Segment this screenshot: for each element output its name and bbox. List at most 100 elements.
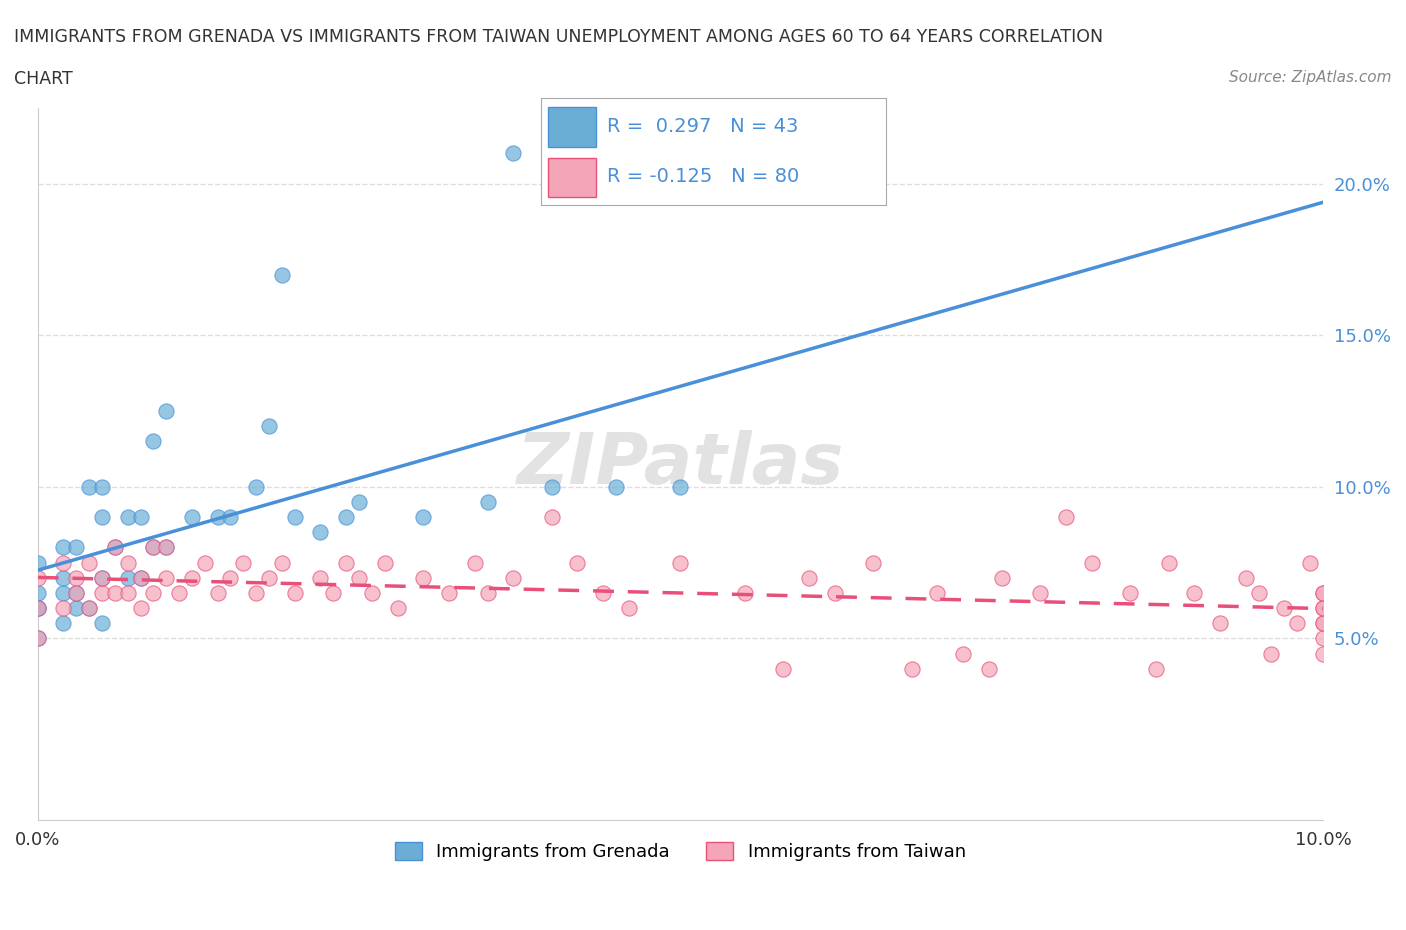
Point <box>284 586 307 601</box>
Point <box>52 616 75 631</box>
Point <box>77 555 100 570</box>
Point <box>155 570 177 585</box>
Point <box>104 540 127 555</box>
Point <box>142 434 165 449</box>
Point <box>1272 601 1295 616</box>
Point <box>52 601 75 616</box>
Point <box>232 555 254 570</box>
Point <box>1260 646 1282 661</box>
Point <box>65 586 87 601</box>
Point <box>65 586 87 601</box>
Point <box>1312 601 1334 616</box>
Point <box>412 570 434 585</box>
Point <box>567 555 589 570</box>
Point <box>129 510 152 525</box>
Point <box>117 570 139 585</box>
Point <box>309 525 332 539</box>
Point <box>347 495 370 510</box>
Point <box>477 586 499 601</box>
Point <box>990 570 1012 585</box>
Point <box>1299 555 1322 570</box>
Point <box>412 510 434 525</box>
Text: ZIPatlas: ZIPatlas <box>516 430 844 498</box>
Text: CHART: CHART <box>14 70 73 87</box>
Point <box>617 601 640 616</box>
Point <box>52 555 75 570</box>
Point <box>155 540 177 555</box>
Point <box>155 404 177 418</box>
Point <box>91 570 114 585</box>
Point <box>309 570 332 585</box>
Point <box>91 616 114 631</box>
Point <box>65 601 87 616</box>
Point <box>91 510 114 525</box>
Point <box>977 661 1000 676</box>
Point <box>77 601 100 616</box>
Point <box>734 586 756 601</box>
Point <box>1286 616 1309 631</box>
Point <box>1312 616 1334 631</box>
Point <box>669 555 692 570</box>
Point <box>1080 555 1102 570</box>
Point <box>270 555 292 570</box>
Point <box>52 540 75 555</box>
Point <box>117 510 139 525</box>
Point <box>347 570 370 585</box>
Point <box>194 555 217 570</box>
Point <box>155 540 177 555</box>
Point <box>1312 631 1334 645</box>
Point <box>862 555 884 570</box>
Point <box>540 479 562 494</box>
Point <box>27 601 49 616</box>
Point <box>1247 586 1270 601</box>
Point <box>1029 586 1052 601</box>
Point <box>322 586 344 601</box>
Text: IMMIGRANTS FROM GRENADA VS IMMIGRANTS FROM TAIWAN UNEMPLOYMENT AMONG AGES 60 TO : IMMIGRANTS FROM GRENADA VS IMMIGRANTS FR… <box>14 28 1104 46</box>
Point <box>27 601 49 616</box>
Point <box>1312 601 1334 616</box>
Point <box>1182 586 1205 601</box>
Point <box>27 631 49 645</box>
Point <box>142 586 165 601</box>
Point <box>77 479 100 494</box>
Point <box>65 540 87 555</box>
Point <box>1312 646 1334 661</box>
Point <box>27 586 49 601</box>
Point <box>91 586 114 601</box>
Point <box>1312 586 1334 601</box>
Point <box>104 540 127 555</box>
Point <box>477 495 499 510</box>
Text: R =  0.297   N = 43: R = 0.297 N = 43 <box>607 117 799 136</box>
Point <box>142 540 165 555</box>
Point <box>1209 616 1232 631</box>
Point <box>502 570 524 585</box>
Point <box>1119 586 1142 601</box>
FancyBboxPatch shape <box>548 107 596 147</box>
Point <box>65 570 87 585</box>
Point <box>387 601 409 616</box>
Point <box>335 510 357 525</box>
Point <box>117 586 139 601</box>
Point <box>245 586 267 601</box>
Point <box>219 570 242 585</box>
Point <box>180 570 202 585</box>
Point <box>540 510 562 525</box>
Point <box>180 510 202 525</box>
Point <box>464 555 486 570</box>
Point <box>91 479 114 494</box>
Point <box>27 570 49 585</box>
Point <box>437 586 460 601</box>
Point <box>927 586 949 601</box>
Point <box>360 586 382 601</box>
FancyBboxPatch shape <box>548 157 596 197</box>
Legend: Immigrants from Grenada, Immigrants from Taiwan: Immigrants from Grenada, Immigrants from… <box>388 834 973 869</box>
Point <box>270 267 292 282</box>
Point <box>952 646 974 661</box>
Text: Source: ZipAtlas.com: Source: ZipAtlas.com <box>1229 70 1392 85</box>
Point <box>129 570 152 585</box>
Point <box>27 631 49 645</box>
Point <box>27 555 49 570</box>
Point <box>52 586 75 601</box>
Point <box>91 570 114 585</box>
Point <box>605 479 627 494</box>
